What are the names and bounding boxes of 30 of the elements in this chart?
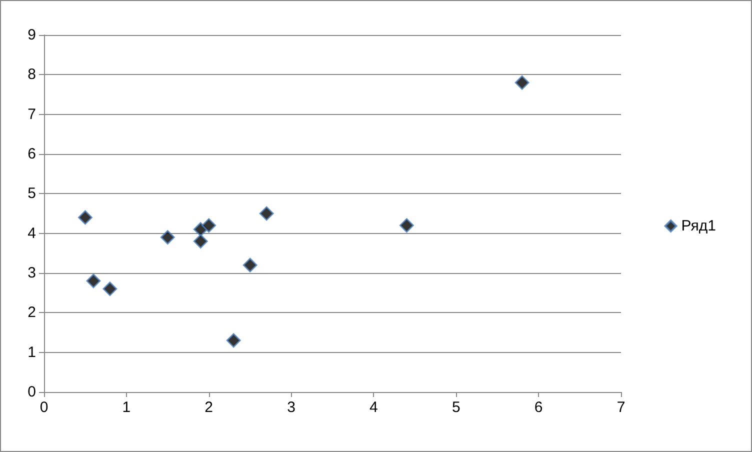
y-tick-label: 0 <box>28 384 36 400</box>
point <box>514 75 530 90</box>
x-tick-label: 3 <box>287 399 296 416</box>
point <box>78 210 92 225</box>
point <box>86 274 101 288</box>
point <box>399 218 414 233</box>
point <box>226 333 241 348</box>
x-tick-label: 4 <box>370 399 378 416</box>
x-tick-label: 0 <box>40 399 48 416</box>
x-tick-label: 1 <box>122 399 131 416</box>
point <box>193 234 208 249</box>
x-tick-label: 7 <box>616 399 626 416</box>
point <box>160 230 175 245</box>
y-tick-label: 5 <box>28 185 36 202</box>
y-tick-label: 7 <box>28 106 36 123</box>
y-tick-label: 3 <box>28 264 36 282</box>
point <box>259 206 274 221</box>
legend-label: Ряд1 <box>681 218 716 234</box>
y-tick-label: 2 <box>28 304 36 322</box>
y-tick-label: 1 <box>28 344 36 361</box>
x-tick-label: 6 <box>534 399 543 416</box>
point <box>242 258 258 272</box>
x-tick-label: 5 <box>452 399 460 416</box>
point <box>202 218 216 233</box>
y-tick-label: 6 <box>28 146 36 162</box>
y-tick-label: 9 <box>28 26 36 44</box>
y-tick-label: 8 <box>28 66 36 84</box>
y-tick-label: 4 <box>28 224 36 242</box>
x-tick-label: 2 <box>204 399 214 416</box>
point <box>102 282 118 296</box>
